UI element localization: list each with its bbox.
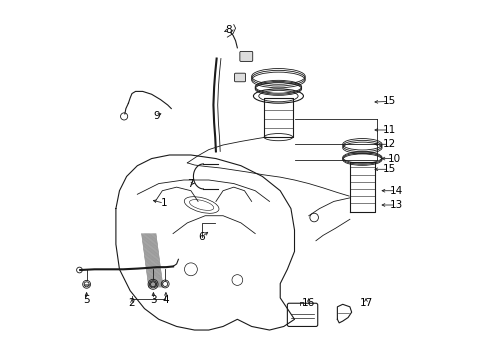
Text: 5: 5: [83, 295, 90, 305]
Text: 7: 7: [187, 179, 194, 189]
FancyBboxPatch shape: [234, 73, 245, 82]
Text: 15: 15: [382, 96, 395, 107]
Text: 6: 6: [198, 232, 204, 242]
Text: 3: 3: [150, 295, 156, 305]
Text: 13: 13: [389, 200, 402, 210]
Text: 4: 4: [163, 295, 169, 305]
Text: 15: 15: [382, 164, 395, 174]
Text: 17: 17: [359, 298, 372, 308]
Text: 12: 12: [382, 139, 395, 149]
Text: 9: 9: [153, 111, 160, 121]
Text: 2: 2: [128, 298, 135, 308]
Text: 8: 8: [224, 25, 231, 35]
Text: 16: 16: [302, 298, 315, 308]
Text: 1: 1: [161, 198, 167, 208]
Text: 11: 11: [382, 125, 395, 135]
Text: 10: 10: [387, 154, 400, 163]
Text: 14: 14: [389, 186, 402, 196]
FancyBboxPatch shape: [240, 51, 252, 62]
